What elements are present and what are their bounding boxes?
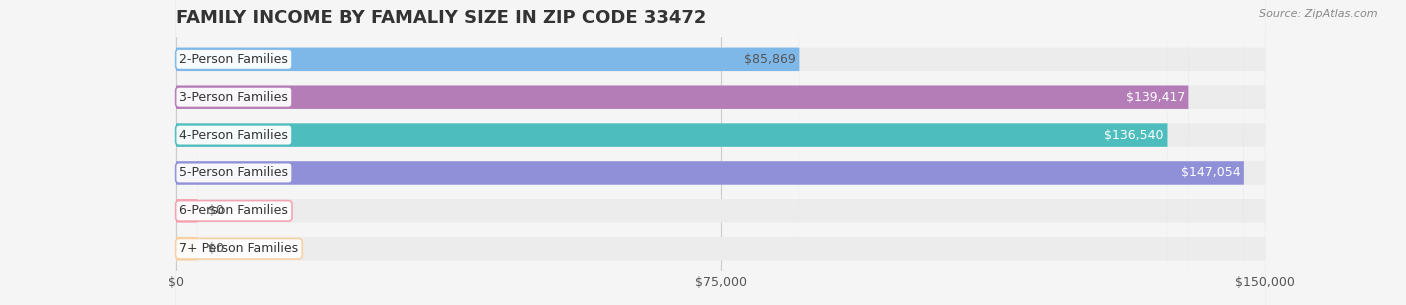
FancyBboxPatch shape <box>176 0 1244 305</box>
Text: 6-Person Families: 6-Person Families <box>180 204 288 217</box>
FancyBboxPatch shape <box>176 0 1265 305</box>
Text: 3-Person Families: 3-Person Families <box>180 91 288 104</box>
Text: FAMILY INCOME BY FAMALIY SIZE IN ZIP CODE 33472: FAMILY INCOME BY FAMALIY SIZE IN ZIP COD… <box>176 9 706 27</box>
FancyBboxPatch shape <box>176 0 1188 305</box>
FancyBboxPatch shape <box>176 0 1265 305</box>
FancyBboxPatch shape <box>176 0 1167 305</box>
Text: $147,054: $147,054 <box>1181 167 1240 179</box>
Text: $139,417: $139,417 <box>1126 91 1185 104</box>
Text: Source: ZipAtlas.com: Source: ZipAtlas.com <box>1260 9 1378 19</box>
Text: 4-Person Families: 4-Person Families <box>180 129 288 142</box>
FancyBboxPatch shape <box>176 0 1265 305</box>
FancyBboxPatch shape <box>176 0 1265 305</box>
Text: $136,540: $136,540 <box>1105 129 1164 142</box>
Text: 7+ Person Families: 7+ Person Families <box>180 242 298 255</box>
FancyBboxPatch shape <box>176 0 197 305</box>
FancyBboxPatch shape <box>176 0 1265 305</box>
FancyBboxPatch shape <box>176 0 1265 305</box>
FancyBboxPatch shape <box>176 0 197 305</box>
Text: $85,869: $85,869 <box>744 53 796 66</box>
Text: 5-Person Families: 5-Person Families <box>180 167 288 179</box>
Text: 2-Person Families: 2-Person Families <box>180 53 288 66</box>
Text: $0: $0 <box>208 242 225 255</box>
Text: $0: $0 <box>208 204 225 217</box>
FancyBboxPatch shape <box>176 0 800 305</box>
